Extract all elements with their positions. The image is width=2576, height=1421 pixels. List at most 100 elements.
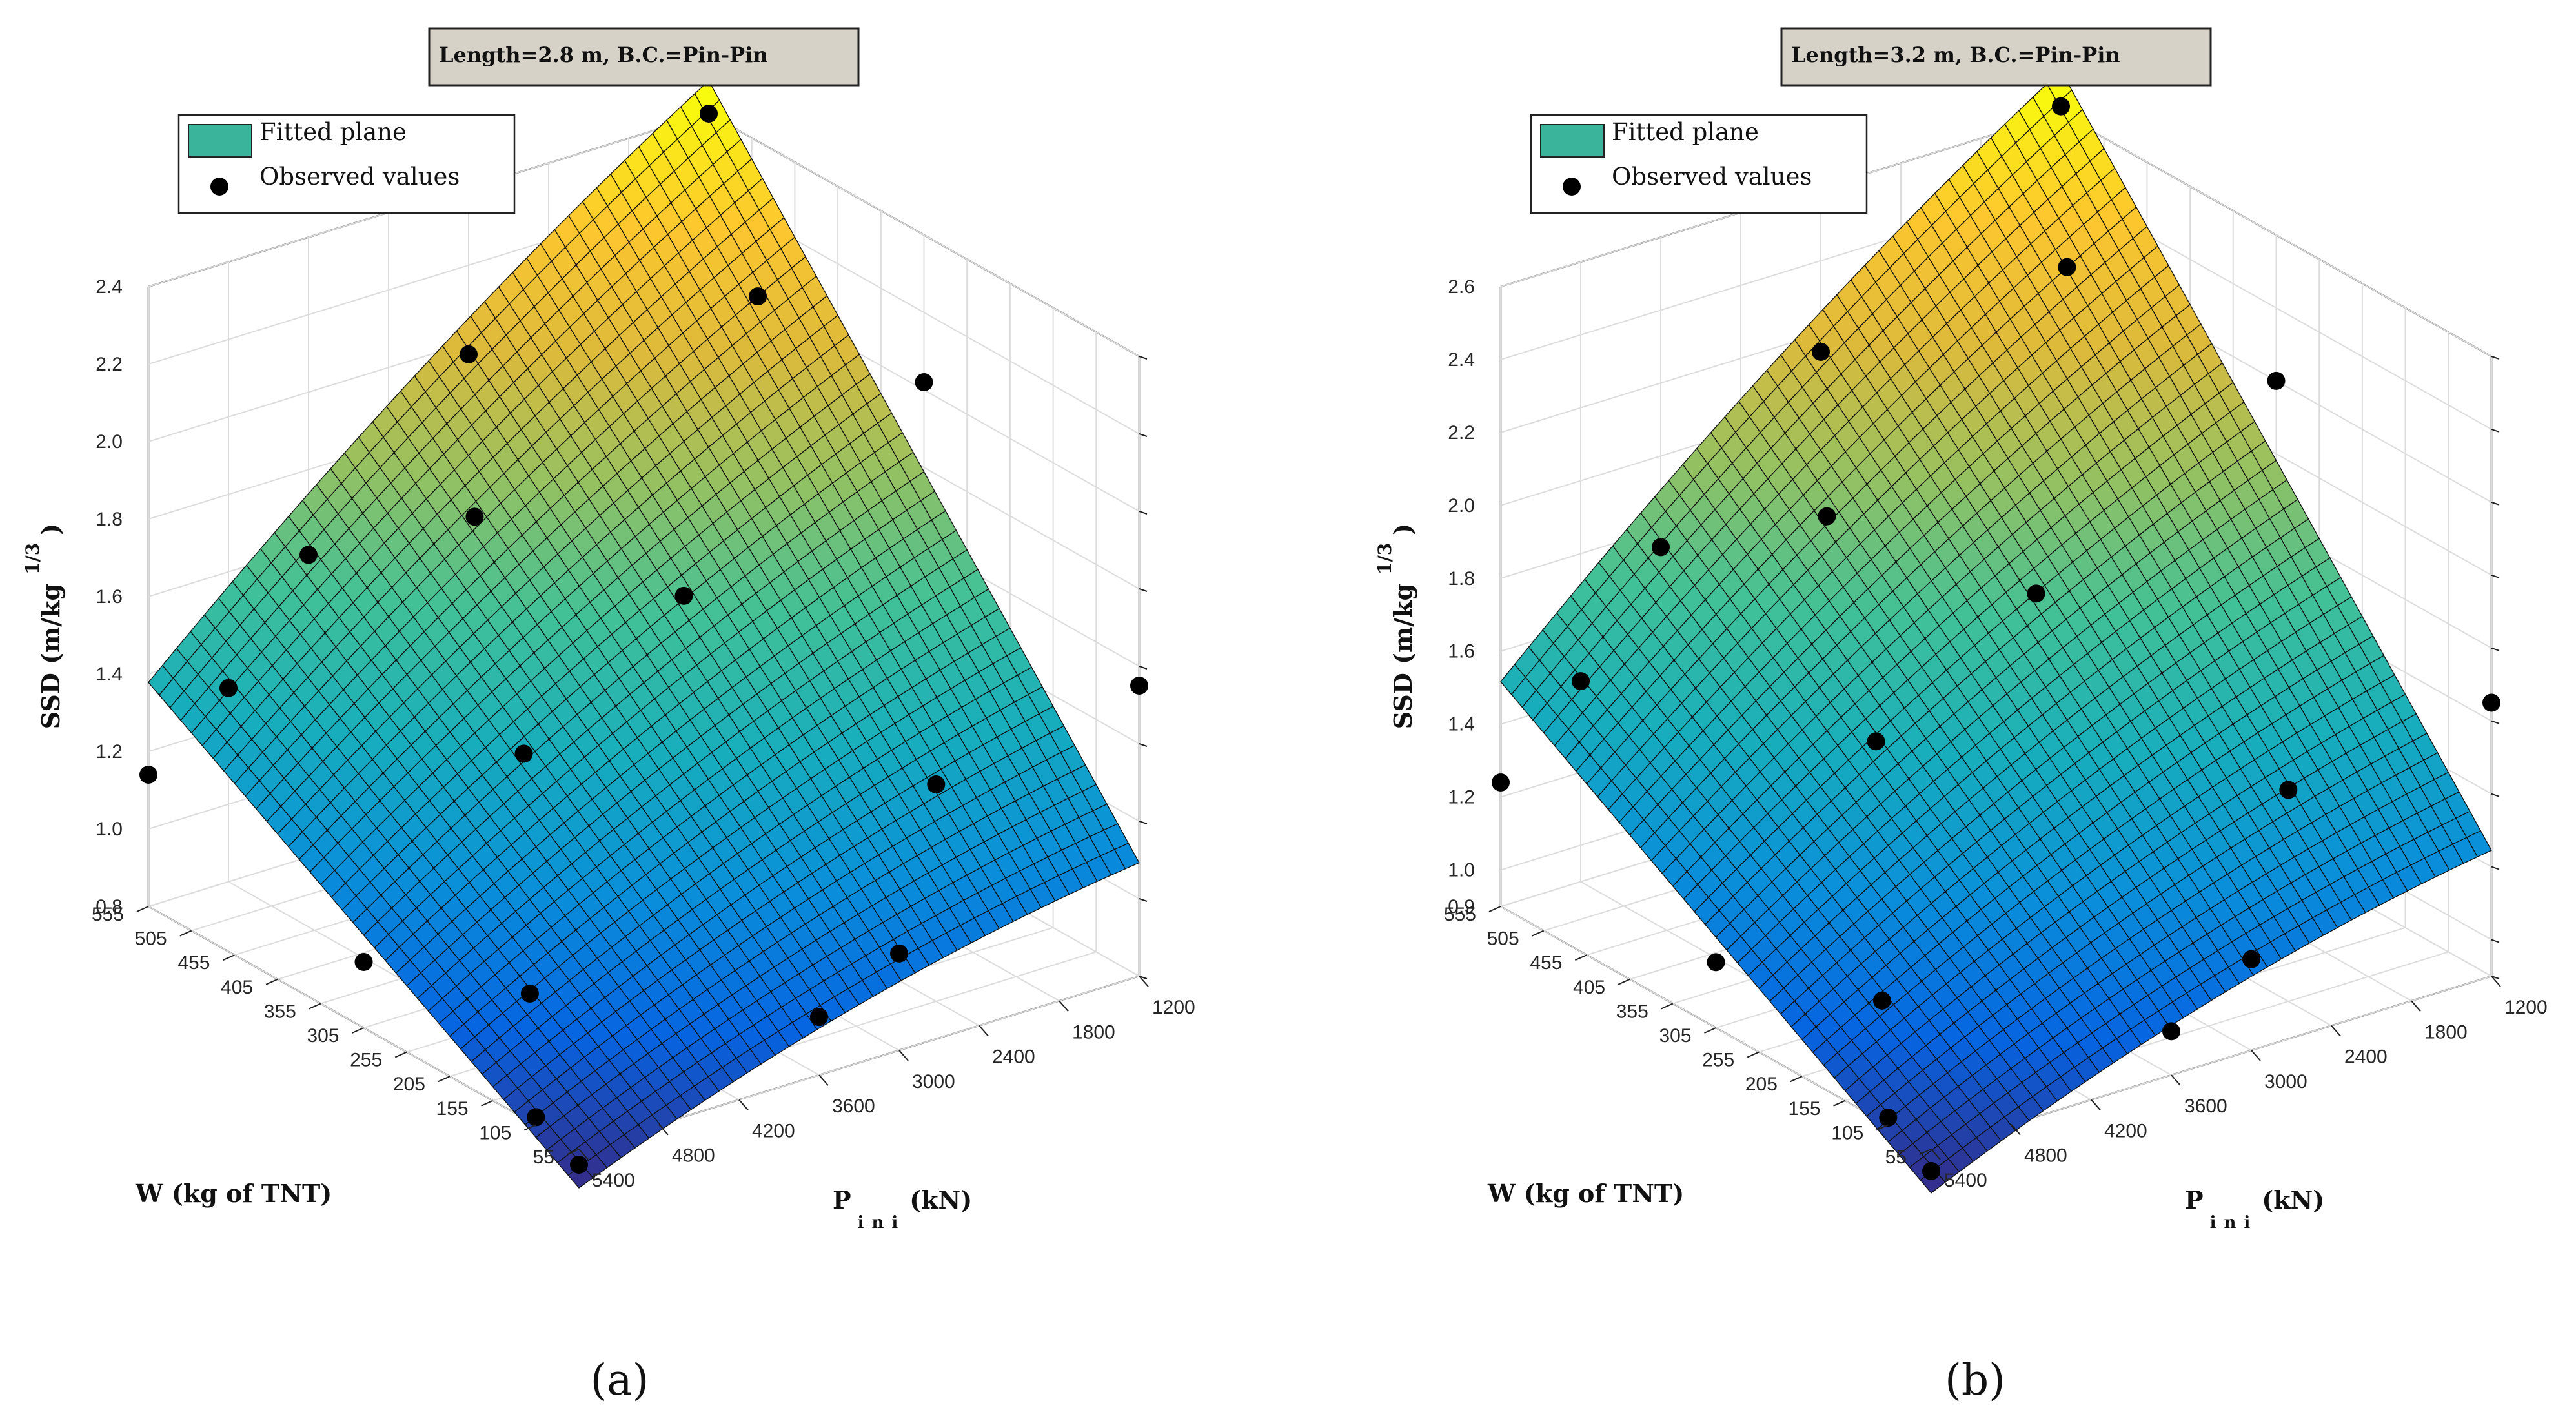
- z-axis-label-main: SSD (m/kg: [1388, 584, 1417, 729]
- w-tick: [1618, 978, 1630, 985]
- p-tick: [818, 1074, 829, 1086]
- z-tick-label: 1.2: [96, 741, 123, 762]
- observed-point: [1818, 507, 1836, 526]
- p-tick: [2491, 976, 2501, 987]
- p-tick: [738, 1099, 749, 1111]
- fitted-surface: [148, 79, 1140, 1189]
- w-tick: [352, 1027, 364, 1034]
- z-tick: [2491, 356, 2500, 360]
- w-tick-label: 305: [1659, 1025, 1691, 1047]
- z-tick: [2491, 574, 2500, 578]
- legend-marker-observed: [1563, 178, 1581, 196]
- title-box: [428, 27, 860, 87]
- title-box: [1780, 27, 2212, 87]
- w-tick: [1661, 1003, 1674, 1010]
- observed-point: [1867, 732, 1885, 751]
- observed-point: [1130, 677, 1148, 695]
- w-tick-label: 355: [1616, 1001, 1648, 1022]
- z-axis-label-exp: 1/3: [1374, 543, 1395, 575]
- z-axis-label-close: ): [1388, 524, 1417, 535]
- w-tick-label: 405: [1573, 977, 1605, 998]
- p-tick-label: 2400: [2344, 1047, 2388, 1068]
- p-tick: [578, 1149, 589, 1160]
- p-tick-label: 1200: [2504, 997, 2548, 1018]
- p-tick-label: 4800: [672, 1145, 715, 1167]
- z-tick-label: 2.2: [1448, 422, 1475, 444]
- observed-point: [460, 345, 478, 363]
- observed-point: [915, 373, 933, 391]
- observed-point: [354, 953, 373, 971]
- legend-label-fitted: Fitted plane: [1612, 118, 1759, 146]
- w-tick: [394, 1051, 407, 1058]
- w-tick-label: 255: [1702, 1050, 1734, 1071]
- observed-point: [520, 984, 539, 1003]
- observed-point: [1492, 773, 1510, 792]
- w-tick-label: 105: [1831, 1122, 1863, 1143]
- w-tick: [1833, 1099, 1846, 1107]
- observed-point: [927, 775, 946, 793]
- z-axis-label: SSD (m/kg 1/3): [1374, 524, 1417, 729]
- legend-label-observed: Observed values: [259, 163, 460, 190]
- w-tick-label: 405: [221, 977, 253, 998]
- observed-point: [2482, 693, 2500, 712]
- w-tick: [136, 906, 149, 912]
- observed-point: [1707, 953, 1725, 972]
- z-tick: [2491, 647, 2500, 651]
- w-tick: [1532, 930, 1545, 937]
- observed-point: [749, 287, 767, 306]
- z-tick-label: 2.4: [1448, 349, 1475, 371]
- z-tick: [2491, 793, 2500, 797]
- z-tick-label: 0.8: [96, 896, 123, 917]
- w-tick: [523, 1124, 536, 1131]
- w-tick-label: 255: [350, 1050, 382, 1071]
- z-tick: [1139, 976, 1148, 979]
- w-tick: [1704, 1027, 1716, 1034]
- p-axis-label-unit: (kN): [909, 1185, 972, 1214]
- z-tick-label: 1.8: [96, 509, 123, 530]
- panel-b: 0.9 1.0 1.2 1.4 1.6 1.8 2.0 2.2 2.4 2.6 1200 1800 24…: [1374, 27, 2548, 1232]
- p-axis-label-main: P: [833, 1185, 851, 1214]
- observed-point: [465, 507, 484, 526]
- w-tick: [1488, 906, 1501, 912]
- observed-points: [139, 105, 1148, 1174]
- observed-point: [219, 679, 238, 697]
- observed-point: [1879, 1109, 1898, 1127]
- observed-point: [1872, 991, 1891, 1010]
- w-tick: [309, 1003, 321, 1010]
- w-tick: [179, 930, 192, 937]
- observed-points: [1492, 97, 2500, 1180]
- legend-marker-observed: [210, 178, 228, 196]
- w-tick: [438, 1076, 451, 1083]
- w-tick-label: 355: [264, 1001, 296, 1022]
- w-tick-label: 505: [1487, 928, 1519, 950]
- fitted-surface: [1500, 70, 2492, 1194]
- observed-point: [810, 1008, 828, 1027]
- w-tick: [481, 1099, 494, 1107]
- p-tick: [898, 1050, 909, 1061]
- z-tick: [2491, 939, 2500, 943]
- p-tick-label: 1800: [2424, 1021, 2468, 1043]
- observed-point: [299, 546, 318, 564]
- observed-point: [890, 944, 908, 963]
- legend-label-fitted: Fitted plane: [259, 118, 407, 146]
- observed-point: [1652, 538, 1670, 557]
- w-axis-label: W (kg of TNT): [1487, 1179, 1684, 1208]
- z-tick: [1139, 511, 1148, 515]
- z-tick-label: 1.6: [96, 586, 123, 608]
- w-tick: [265, 978, 278, 985]
- w-tick-label: 205: [393, 1074, 425, 1095]
- z-tick: [2491, 428, 2500, 433]
- observed-point: [2052, 97, 2070, 116]
- p-tick: [2411, 1000, 2421, 1012]
- w-tick-label: 155: [1789, 1098, 1821, 1119]
- w-tick-label: 555: [92, 904, 124, 925]
- p-axis-label-unit: (kN): [2262, 1185, 2324, 1214]
- w-tick: [1790, 1076, 1803, 1083]
- legend: Fitted plane Observed values: [1530, 114, 1868, 214]
- z-tick-label: 1.4: [96, 664, 123, 685]
- z-tick: [1139, 898, 1148, 902]
- w-tick-label: 455: [1530, 952, 1562, 974]
- observed-point: [527, 1108, 545, 1127]
- p-tick-label: 3000: [2264, 1071, 2307, 1092]
- z-tick: [2491, 501, 2500, 506]
